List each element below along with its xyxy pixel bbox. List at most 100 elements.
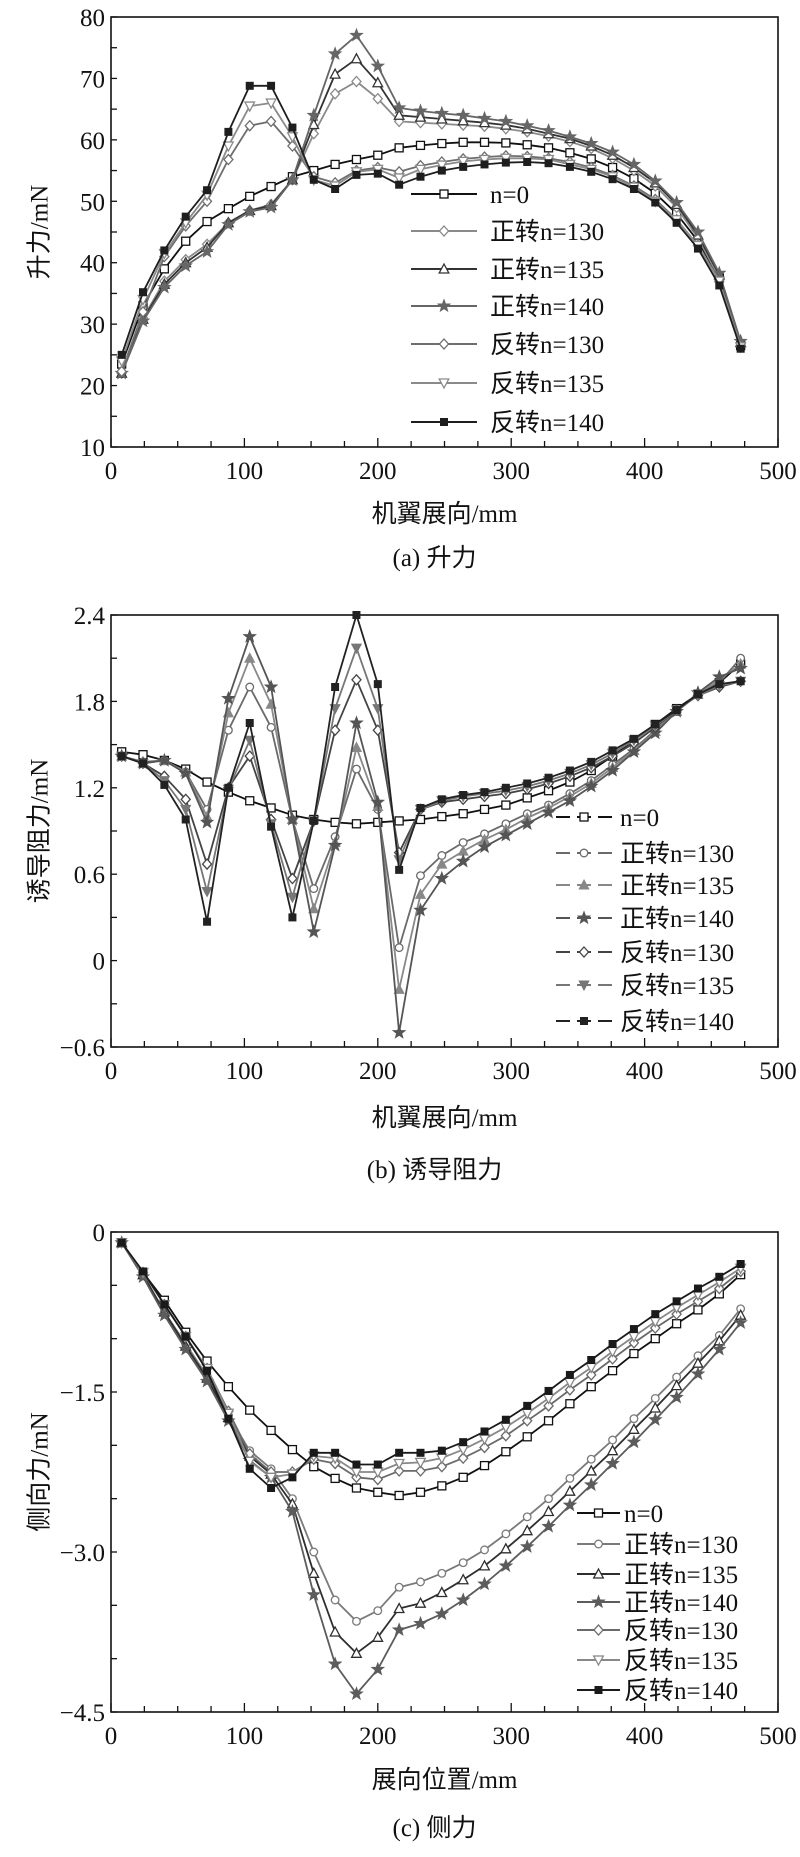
- data-point: [585, 1362, 598, 1374]
- x-tick-label: 500: [759, 1058, 797, 1085]
- data-point: [139, 288, 148, 297]
- data-point: [222, 141, 235, 153]
- data-point: [393, 173, 406, 185]
- data-point: [349, 1686, 364, 1701]
- series-line: [120, 120, 742, 372]
- data-point: [480, 160, 489, 169]
- data-point: [583, 1477, 599, 1491]
- data-point: [477, 839, 492, 854]
- data-point: [736, 677, 745, 686]
- data-point: [478, 1434, 491, 1446]
- data-point: [306, 924, 322, 938]
- y-tick-label: 10: [80, 435, 105, 462]
- data-point: [371, 76, 384, 88]
- panel-a: 0 100 200 300 400 500 10 20 30 40 50 60 70 80 机翼展向/mm 升…: [26, 5, 797, 572]
- data-point: [413, 1615, 428, 1630]
- legend-label: 正转n=140: [624, 1589, 738, 1617]
- data-point: [415, 140, 426, 151]
- data-point: [350, 1646, 363, 1658]
- data-point: [435, 112, 448, 124]
- legend-label: 反转n=140: [620, 1008, 734, 1036]
- data-point: [541, 804, 556, 819]
- data-point: [415, 1487, 426, 1497]
- data-point: [434, 1606, 450, 1621]
- data-point: [565, 148, 575, 158]
- x-tick-label: 400: [626, 1723, 664, 1750]
- data-point: [178, 765, 193, 780]
- data-point: [690, 224, 706, 239]
- data-point: [587, 1356, 596, 1364]
- data-point: [564, 1484, 576, 1496]
- series-line: [120, 1242, 742, 1497]
- y-tick-label: 1.8: [74, 689, 105, 716]
- data-point: [605, 1455, 620, 1470]
- data-point: [309, 1547, 319, 1557]
- data-point: [501, 783, 510, 792]
- series-line: [120, 1242, 742, 1479]
- legend-item: 反转n=130: [556, 939, 734, 967]
- data-point: [350, 643, 363, 655]
- data-point: [178, 258, 193, 272]
- data-point: [671, 1308, 682, 1321]
- x-axis-title: 机翼展向/mm: [372, 1104, 518, 1132]
- data-point: [288, 123, 297, 132]
- data-point: [650, 1393, 660, 1403]
- legend: n=0 正转n=130 正转n=135 正转n=140 反转n=130 反转n=135 反转…: [556, 805, 734, 1036]
- data-point: [499, 1542, 512, 1554]
- data-point: [180, 793, 192, 806]
- data-point: [265, 98, 277, 110]
- y-tick-label: 0: [93, 949, 106, 976]
- data-point: [565, 766, 574, 775]
- data-point: [157, 1307, 172, 1322]
- data-point: [480, 1545, 489, 1555]
- data-point: [287, 872, 298, 885]
- data-point: [522, 1512, 532, 1522]
- data-point: [434, 105, 450, 120]
- data-point: [393, 1602, 406, 1614]
- data-point: [306, 1587, 322, 1601]
- data-point: [414, 110, 427, 122]
- y-tick-label: 2.4: [74, 603, 106, 630]
- data-point: [712, 669, 727, 684]
- data-point: [266, 1425, 276, 1436]
- data-point: [139, 759, 148, 768]
- data-point: [224, 1414, 233, 1423]
- series-line: [120, 34, 742, 374]
- data-point: [263, 679, 279, 694]
- data-point: [715, 281, 724, 290]
- data-point: [477, 110, 492, 125]
- data-point: [607, 1352, 618, 1365]
- data-point: [139, 1267, 148, 1276]
- legend-item: 正转n=130: [577, 1531, 738, 1559]
- data-point: [373, 680, 382, 689]
- data-point: [288, 1473, 297, 1482]
- data-point: [307, 1566, 320, 1578]
- legend-label: 正转n=130: [620, 840, 734, 868]
- legend-marker: [438, 262, 450, 274]
- data-point: [437, 1446, 446, 1455]
- data-point: [648, 1412, 663, 1426]
- data-point: [265, 115, 277, 128]
- data-point: [242, 628, 257, 643]
- legend-label: 正转n=135: [620, 872, 734, 900]
- data-point: [713, 1282, 725, 1295]
- data-point: [479, 1460, 490, 1471]
- legend-marker: [593, 1624, 604, 1636]
- data-point: [221, 216, 236, 231]
- legend-label: 正转n=130: [624, 1531, 738, 1559]
- data-point: [178, 1341, 193, 1356]
- data-point: [223, 153, 234, 166]
- data-point: [181, 1332, 190, 1341]
- data-point: [242, 204, 257, 218]
- data-point: [608, 1435, 618, 1445]
- series-line: [120, 84, 742, 356]
- legend-marker: [440, 418, 448, 426]
- data-point: [501, 800, 511, 810]
- data-point: [565, 1399, 575, 1409]
- data-point: [371, 1630, 384, 1642]
- x-tick-label: 200: [359, 458, 397, 485]
- data-point: [693, 690, 702, 699]
- data-point: [370, 58, 386, 73]
- data-point: [416, 871, 425, 881]
